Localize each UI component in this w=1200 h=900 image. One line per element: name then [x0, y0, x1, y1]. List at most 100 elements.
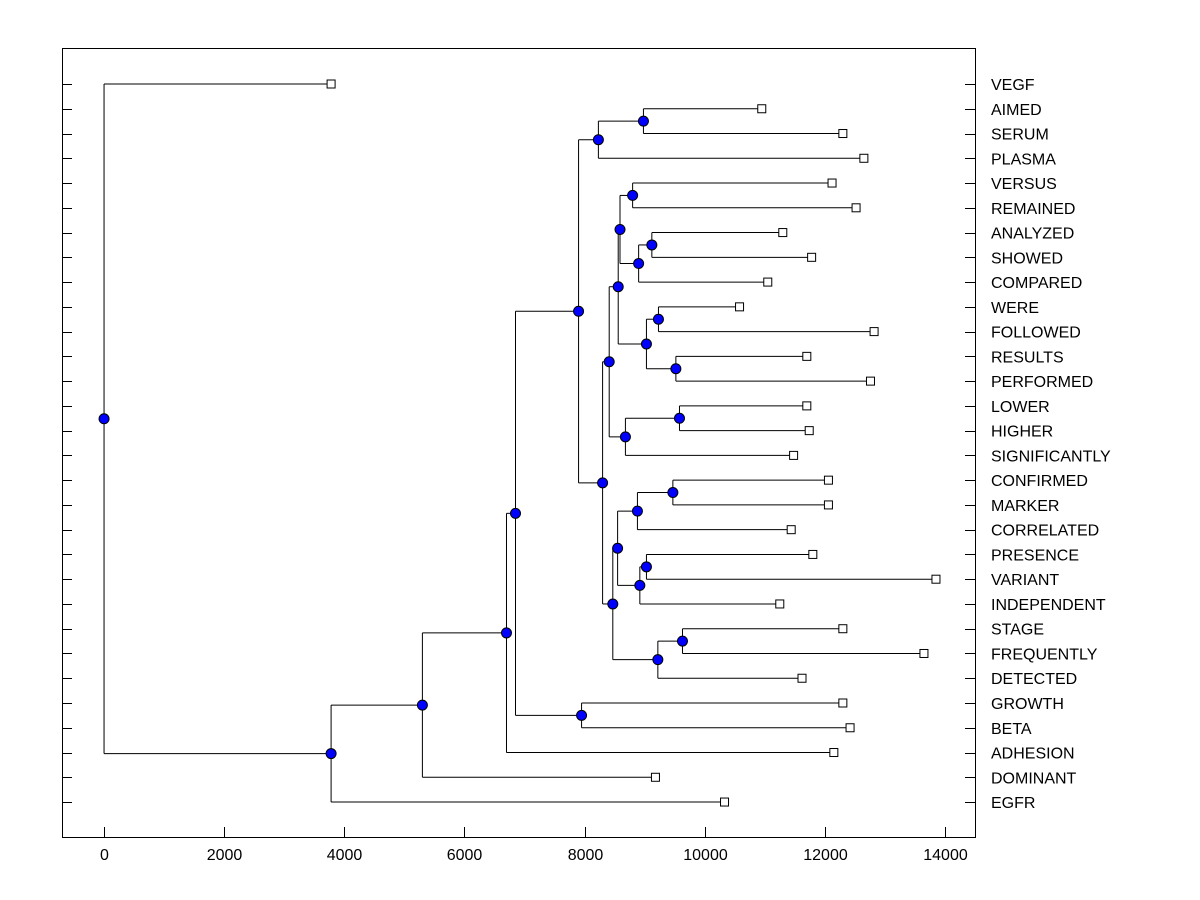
- leaf-marker: [650, 772, 660, 782]
- leaf-label: FOLLOWED: [991, 325, 1081, 342]
- merge-node: [634, 579, 646, 591]
- leaf-label: CORRELATED: [991, 523, 1099, 540]
- leaf-marker: [808, 549, 818, 559]
- leaf-label: VEGF: [991, 77, 1035, 94]
- leaf-marker: [757, 104, 767, 114]
- merge-node: [631, 505, 643, 517]
- leaf-label: GROWTH: [991, 696, 1064, 713]
- leaf-label: PLASMA: [991, 151, 1056, 168]
- leaf-marker: [869, 327, 879, 337]
- leaf-label: EGFR: [991, 795, 1035, 812]
- leaf-label: SHOWED: [991, 250, 1063, 267]
- leaf-marker: [823, 500, 833, 510]
- leaf-label: SERUM: [991, 127, 1049, 144]
- leaf-label: ANALYZED: [991, 226, 1074, 243]
- x-tick-label: 6000: [447, 847, 483, 864]
- leaf-marker: [720, 797, 730, 807]
- merge-node: [633, 258, 645, 270]
- leaf-marker: [775, 599, 785, 609]
- x-tick-label: 8000: [568, 847, 604, 864]
- branches: [103, 83, 936, 803]
- leaf-marker: [859, 153, 869, 163]
- leaf-label: RESULTS: [991, 349, 1064, 366]
- leaf-marker: [838, 698, 848, 708]
- leaf-label: SIGNIFICANTLY: [991, 448, 1111, 465]
- leaf-label: DOMINANT: [991, 770, 1077, 787]
- x-tick-label: 0: [100, 847, 109, 864]
- leaf-marker: [326, 79, 336, 89]
- leaf-marker: [802, 351, 812, 361]
- merge-node: [592, 134, 604, 146]
- merge-node: [670, 363, 682, 375]
- merge-node: [607, 598, 619, 610]
- merge-node: [637, 115, 649, 127]
- merge-node: [416, 699, 428, 711]
- leaf-marker: [838, 129, 848, 139]
- merge-node: [646, 239, 658, 251]
- leaf-marker: [919, 648, 929, 658]
- leaf-marker: [865, 376, 875, 386]
- leaf-labels: VEGF AIMED SERUM PLASMA VERSUS REMAINED ANALYZ…: [991, 77, 1111, 812]
- leaf-label: MARKER: [991, 498, 1059, 515]
- leaf-label: AIMED: [991, 102, 1042, 119]
- x-tick-label: 4000: [327, 847, 363, 864]
- leaf-marker: [735, 302, 745, 312]
- x-tick-label: 10000: [683, 847, 728, 864]
- leaf-marker: [797, 673, 807, 683]
- merge-node: [612, 542, 624, 554]
- merge-node: [576, 709, 588, 721]
- leaf-marker: [845, 723, 855, 733]
- merge-node: [652, 313, 664, 325]
- x-tick-label: 2000: [207, 847, 243, 864]
- leaf-marker: [786, 525, 796, 535]
- leaf-label: LOWER: [991, 399, 1050, 416]
- leaf-label: INDEPENDENT: [991, 597, 1106, 614]
- x-tick-label: 14000: [923, 847, 968, 864]
- leaf-label: CONFIRMED: [991, 473, 1088, 490]
- merge-node: [500, 627, 512, 639]
- merge-node: [325, 748, 337, 760]
- merge-node: [676, 635, 688, 647]
- leaf-marker: [931, 574, 941, 584]
- leaf-marker: [829, 748, 839, 758]
- leaf-label: HIGHER: [991, 424, 1053, 441]
- leaf-label: WERE: [991, 300, 1039, 317]
- leaf-marker: [823, 475, 833, 485]
- leaf-label: STAGE: [991, 622, 1044, 639]
- merge-node: [573, 305, 585, 317]
- leaf-label: VARIANT: [991, 572, 1059, 589]
- leaf-marker: [838, 624, 848, 634]
- leaf-marker: [851, 203, 861, 213]
- leaf-label: PRESENCE: [991, 547, 1079, 564]
- x-axis: 0 2000 4000 6000 8000 10000 12000 14000: [100, 827, 968, 864]
- leaf-label: DETECTED: [991, 671, 1077, 688]
- leaf-marker: [789, 450, 799, 460]
- leaf-label: ADHESION: [991, 746, 1075, 763]
- merge-node: [509, 507, 521, 519]
- merge-node: [640, 561, 652, 573]
- leaf-marker: [802, 401, 812, 411]
- leaf-label: REMAINED: [991, 201, 1075, 218]
- leaf-label: PERFORMED: [991, 374, 1093, 391]
- merge-node: [627, 189, 639, 201]
- leaf-label: BETA: [991, 721, 1032, 738]
- x-tick-label: 12000: [803, 847, 848, 864]
- row-ticks: [62, 84, 975, 803]
- merge-node: [640, 338, 652, 350]
- merge-node: [612, 281, 624, 293]
- merge-node: [614, 223, 626, 235]
- merge-node: [673, 412, 685, 424]
- plot-frame: [62, 48, 976, 838]
- leaf-label: VERSUS: [991, 176, 1057, 193]
- leaf-marker: [763, 277, 773, 287]
- leaf-marker: [827, 178, 837, 188]
- leaf-label: FREQUENTLY: [991, 646, 1098, 663]
- node-markers: [98, 115, 688, 760]
- merge-node: [603, 356, 615, 368]
- merge-node: [667, 487, 679, 499]
- merge-node: [98, 413, 110, 425]
- merge-node: [652, 654, 664, 666]
- leaf-marker: [804, 426, 814, 436]
- leaf-marker: [807, 252, 817, 262]
